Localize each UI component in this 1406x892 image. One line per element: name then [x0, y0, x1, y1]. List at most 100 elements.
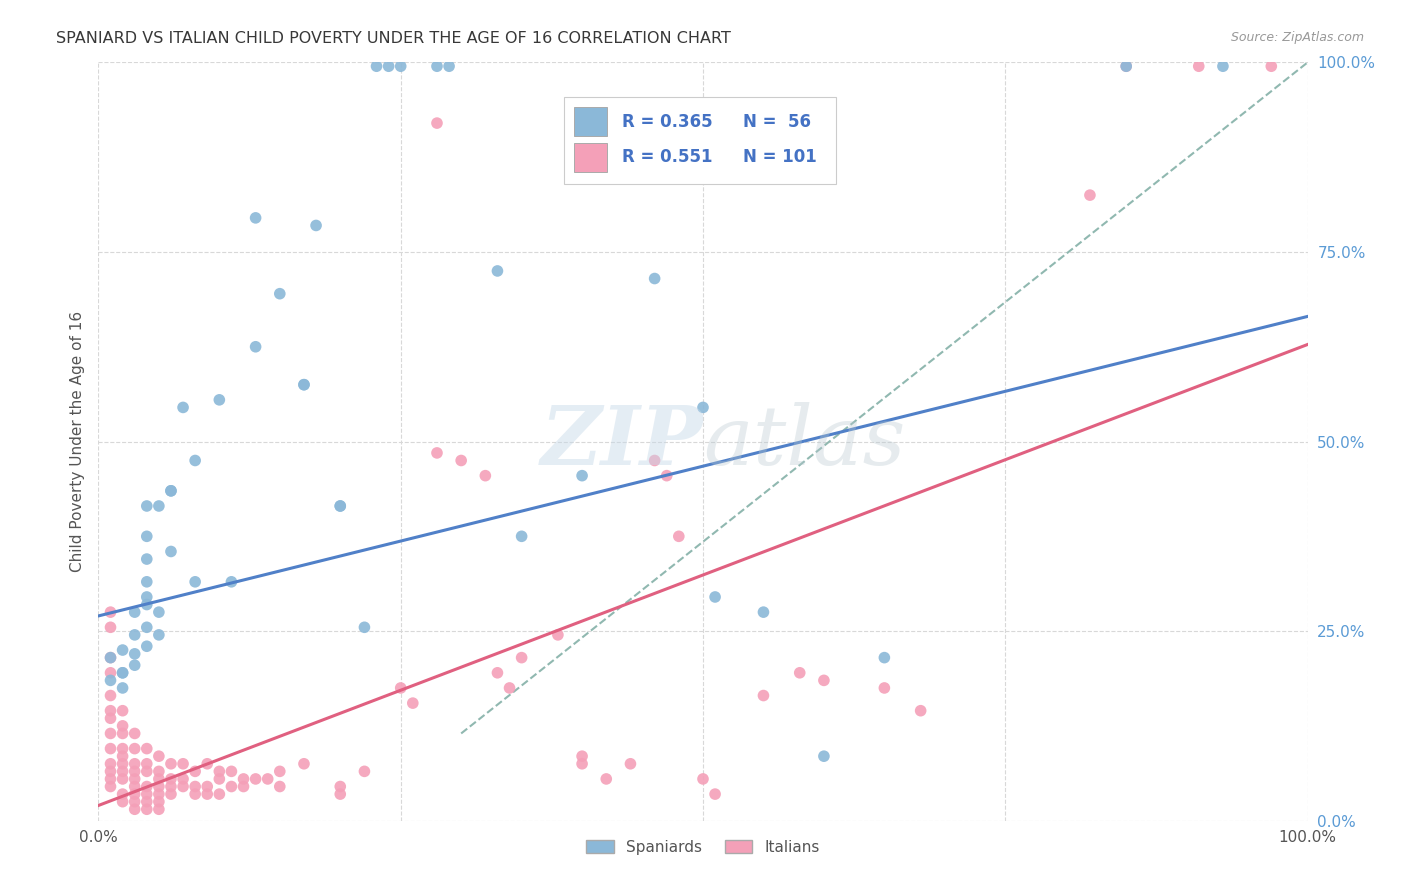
- Point: [124, 741, 146, 756]
- Point: [245, 340, 267, 354]
- Point: [486, 264, 509, 278]
- Point: [135, 787, 157, 801]
- Point: [813, 749, 835, 764]
- Point: [752, 689, 775, 703]
- FancyBboxPatch shape: [564, 96, 837, 184]
- Point: [100, 704, 122, 718]
- Point: [571, 749, 593, 764]
- Point: [100, 772, 122, 786]
- Point: [100, 689, 122, 703]
- Point: [510, 529, 533, 543]
- Point: [172, 756, 194, 771]
- Bar: [574, 107, 607, 136]
- Point: [111, 719, 134, 733]
- Point: [195, 756, 218, 771]
- Point: [752, 605, 775, 619]
- Point: [437, 59, 460, 73]
- Point: [160, 756, 183, 771]
- Point: [195, 787, 218, 801]
- Point: [1260, 59, 1282, 73]
- Point: [269, 780, 291, 794]
- Point: [329, 499, 352, 513]
- Point: [160, 483, 183, 498]
- Point: [184, 574, 207, 589]
- Point: [148, 772, 170, 786]
- Point: [873, 650, 896, 665]
- Bar: [574, 143, 607, 171]
- Point: [172, 772, 194, 786]
- Point: [111, 741, 134, 756]
- Point: [100, 620, 122, 634]
- Point: [124, 787, 146, 801]
- Point: [208, 787, 231, 801]
- Point: [292, 377, 315, 392]
- Point: [221, 780, 243, 794]
- Point: [124, 726, 146, 740]
- Point: [148, 787, 170, 801]
- Point: [135, 639, 157, 653]
- Point: [111, 756, 134, 771]
- Point: [245, 211, 267, 225]
- Point: [100, 726, 122, 740]
- Point: [813, 673, 835, 688]
- Point: [135, 795, 157, 809]
- Point: [124, 647, 146, 661]
- Point: [184, 453, 207, 467]
- Point: [232, 780, 254, 794]
- Point: [1212, 59, 1234, 73]
- Point: [111, 749, 134, 764]
- Point: [389, 59, 412, 73]
- Point: [111, 772, 134, 786]
- Point: [292, 377, 315, 392]
- Point: [426, 59, 449, 73]
- Point: [692, 772, 714, 786]
- Point: [111, 665, 134, 680]
- Point: [305, 219, 328, 233]
- Point: [353, 620, 375, 634]
- Point: [100, 780, 122, 794]
- Point: [655, 468, 678, 483]
- Text: SPANIARD VS ITALIAN CHILD POVERTY UNDER THE AGE OF 16 CORRELATION CHART: SPANIARD VS ITALIAN CHILD POVERTY UNDER …: [56, 31, 731, 46]
- Point: [148, 802, 170, 816]
- Point: [1078, 188, 1101, 202]
- Point: [100, 741, 122, 756]
- Point: [111, 795, 134, 809]
- Point: [292, 756, 315, 771]
- Point: [208, 764, 231, 779]
- Point: [135, 741, 157, 756]
- Point: [269, 764, 291, 779]
- Point: [135, 529, 157, 543]
- Point: [135, 620, 157, 634]
- Point: [135, 764, 157, 779]
- Point: [450, 453, 472, 467]
- Point: [873, 681, 896, 695]
- Point: [135, 590, 157, 604]
- Point: [111, 665, 134, 680]
- Point: [135, 499, 157, 513]
- Point: [510, 650, 533, 665]
- Point: [692, 401, 714, 415]
- Point: [208, 392, 231, 407]
- Point: [353, 764, 375, 779]
- Point: [1188, 59, 1211, 73]
- Point: [668, 529, 690, 543]
- Point: [148, 749, 170, 764]
- Point: [148, 499, 170, 513]
- Point: [704, 590, 727, 604]
- Point: [221, 574, 243, 589]
- Point: [619, 756, 641, 771]
- Point: [377, 59, 399, 73]
- Point: [135, 552, 157, 566]
- Point: [100, 756, 122, 771]
- Point: [135, 802, 157, 816]
- Point: [172, 780, 194, 794]
- Point: [910, 704, 932, 718]
- Point: [402, 696, 425, 710]
- Point: [208, 772, 231, 786]
- Point: [571, 756, 593, 771]
- Point: [124, 605, 146, 619]
- Point: [195, 780, 218, 794]
- Point: [269, 286, 291, 301]
- Point: [704, 787, 727, 801]
- Point: [389, 681, 412, 695]
